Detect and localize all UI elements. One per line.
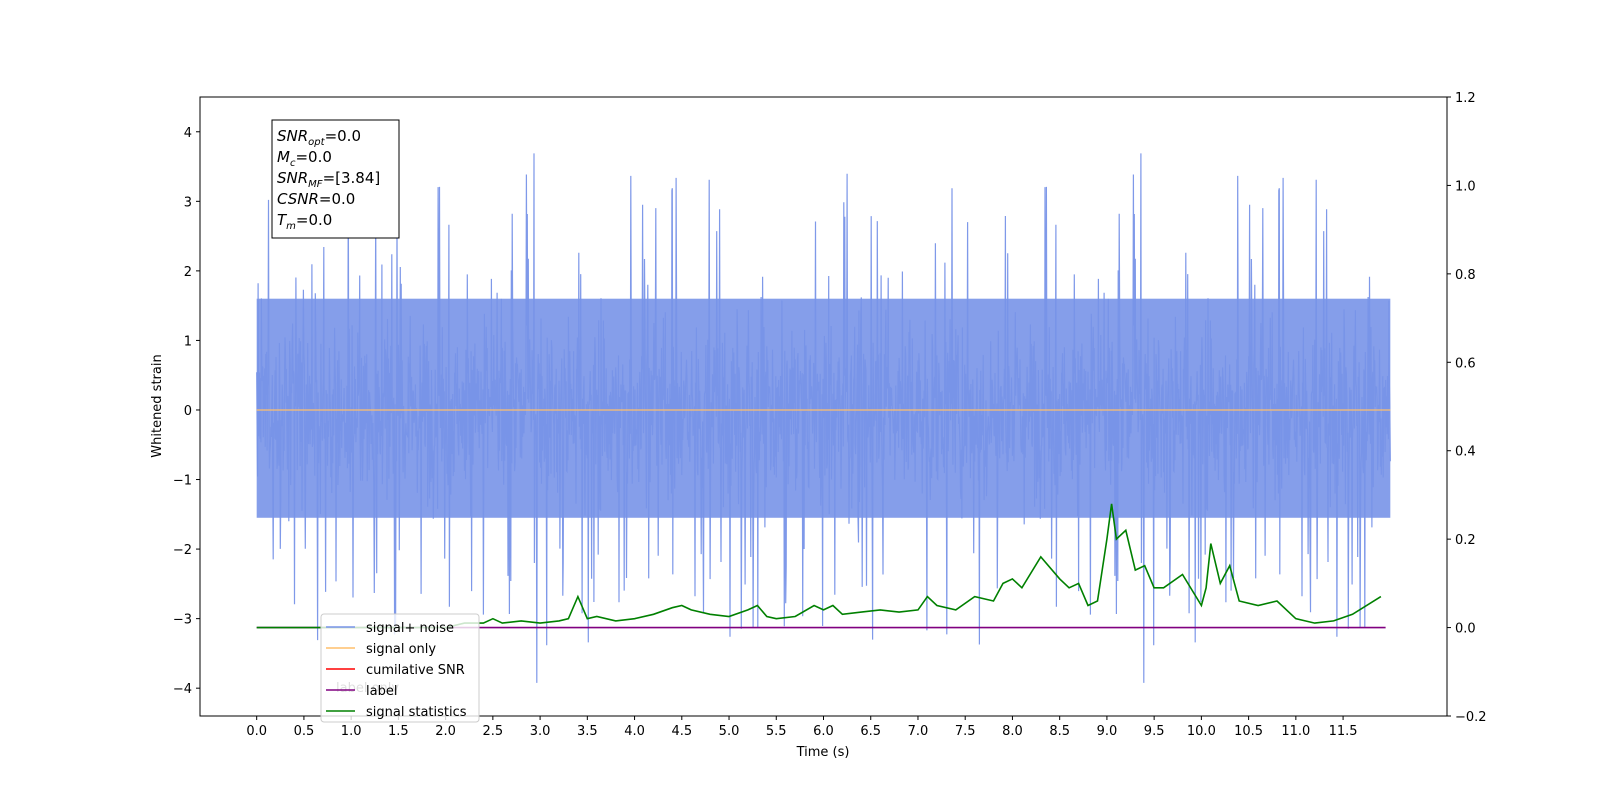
x-tick-label: 4.0 (624, 724, 645, 739)
series-line-4 (256, 503, 1382, 629)
x-axis-label: Time (s) (796, 745, 850, 760)
x-tick-label: 3.5 (577, 724, 598, 739)
y-tick-label: −2 (173, 543, 192, 558)
x-tick-label: 7.5 (955, 724, 976, 739)
y-tick-label: 0 (184, 404, 192, 419)
annotation-frame (271, 119, 400, 239)
y2-tick-label: 0.6 (1455, 356, 1476, 371)
x-tick-label: 3.0 (530, 724, 551, 739)
x-tick-label: 7.0 (908, 724, 929, 739)
y2-tick-label: −0.2 (1455, 710, 1487, 725)
y2-tick-label: 0.4 (1455, 445, 1476, 460)
legend-entry-label: signal only (366, 642, 436, 657)
y-axis-right: 1.2 1.0 0.8 0.6 0.4 0.2 0.0 −0.2 (1447, 91, 1487, 725)
y-tick-label: 1 (184, 334, 192, 349)
x-tick-label: 2.5 (483, 724, 504, 739)
x-tick-label: 2.0 (435, 724, 456, 739)
x-tick-label: 11.5 (1329, 724, 1358, 739)
y2-tick-label: 0.2 (1455, 533, 1476, 548)
x-axis: 0.0 0.5 1.0 1.5 2.0 2.5 3.0 3.5 4.0 4.5 5.0 5.5 6.0 6… (246, 716, 1358, 739)
y-tick-label: 4 (184, 126, 192, 141)
y-tick-label: −3 (173, 613, 192, 628)
y2-tick-label: 1.0 (1455, 179, 1476, 194)
y-tick-label: 2 (184, 265, 192, 280)
x-tick-label: 6.5 (860, 724, 881, 739)
legend-entry-label: signal statistics (366, 705, 467, 720)
x-tick-label: 5.5 (766, 724, 787, 739)
x-tick-label: 8.0 (1002, 724, 1023, 739)
x-tick-label: 6.0 (813, 724, 834, 739)
y-tick-label: −1 (173, 474, 192, 489)
x-tick-label: 1.5 (388, 724, 409, 739)
x-tick-label: 5.0 (719, 724, 740, 739)
y2-tick-label: 0.8 (1455, 268, 1476, 283)
x-tick-label: 0.5 (294, 724, 315, 739)
y2-tick-label: 1.2 (1455, 91, 1476, 106)
plot-area (256, 153, 1391, 683)
annotation-line: SNRMF=[3.84] (277, 169, 380, 190)
y-axis-left: 4 3 2 1 0 −1 −2 −3 −4 (173, 126, 200, 697)
y-tick-label: 3 (184, 195, 192, 210)
x-tick-label: 1.0 (341, 724, 362, 739)
legend-background-text: label only (336, 681, 399, 696)
legend-entry-label: cumilative SNR (366, 663, 465, 678)
x-tick-label: 9.0 (1097, 724, 1118, 739)
annotation-line: Mc=0.0 (277, 148, 332, 169)
annotation-line: CSNR=0.0 (277, 190, 355, 208)
legend-entry-label: label (366, 684, 397, 699)
x-tick-label: 10.5 (1234, 724, 1263, 739)
x-tick-label: 8.5 (1049, 724, 1070, 739)
series-signal-noise-core (256, 298, 1391, 518)
annotation-line: Tm=0.0 (277, 211, 332, 232)
x-tick-label: 10.0 (1187, 724, 1216, 739)
x-tick-label: 11.0 (1281, 724, 1310, 739)
legend-frame (320, 613, 480, 723)
y-axis-label: Whitened strain (150, 354, 165, 457)
y-tick-label: −4 (173, 682, 192, 697)
legend-entry-label: signal+ noise (366, 621, 454, 636)
x-tick-label: 4.5 (671, 724, 692, 739)
y2-tick-label: 0.0 (1455, 622, 1476, 637)
legend: label only signal+ noise signal only cumila… (320, 613, 480, 723)
x-tick-label: 0.0 (246, 724, 267, 739)
annotation-line: SNRopt=0.0 (277, 127, 361, 148)
x-tick-label: 9.5 (1144, 724, 1165, 739)
